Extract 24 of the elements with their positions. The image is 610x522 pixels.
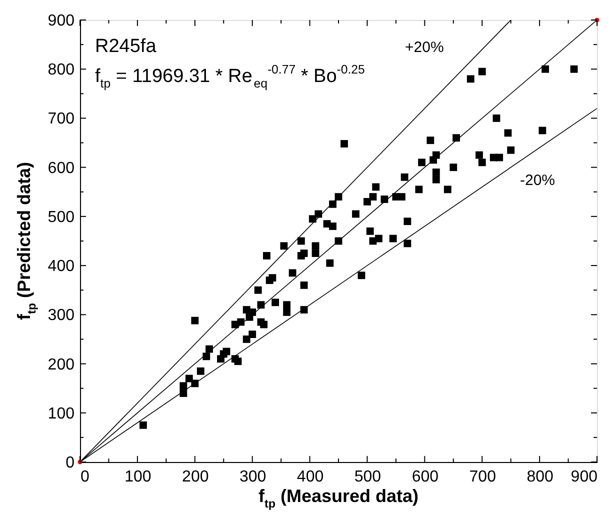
x-tick-label: 800 <box>526 468 554 486</box>
x-tick-label: 300 <box>239 468 266 486</box>
y-tick-label: 800 <box>48 62 75 79</box>
annotation: +20% <box>405 39 444 56</box>
y-tick-label: 100 <box>48 405 75 422</box>
y-tick-label: 400 <box>48 258 75 276</box>
x-tick-label: 400 <box>296 468 324 486</box>
x-tick-label: 100 <box>124 468 152 486</box>
x-tick-label: 700 <box>469 468 496 486</box>
x-tick-label: 600 <box>412 468 439 486</box>
x-tick-label: 0 <box>80 468 90 486</box>
y-axis-title: ftp (Predicted data) <box>14 162 38 320</box>
x-tick-label: 200 <box>182 468 209 486</box>
y-tick-label: 200 <box>48 356 75 374</box>
x-tick-label: 500 <box>354 468 382 486</box>
y-tick-label: 900 <box>48 12 75 30</box>
y-tick-label: 300 <box>48 307 75 324</box>
y-tick-label: 500 <box>48 208 75 226</box>
y-tick-label: 700 <box>48 110 75 128</box>
annotation: -20% <box>520 172 556 189</box>
y-tick-label: 600 <box>48 160 75 177</box>
x-tick-label: 900 <box>570 468 598 486</box>
y-tick-label: 0 <box>66 454 75 472</box>
annotation: R245fa <box>95 36 157 57</box>
